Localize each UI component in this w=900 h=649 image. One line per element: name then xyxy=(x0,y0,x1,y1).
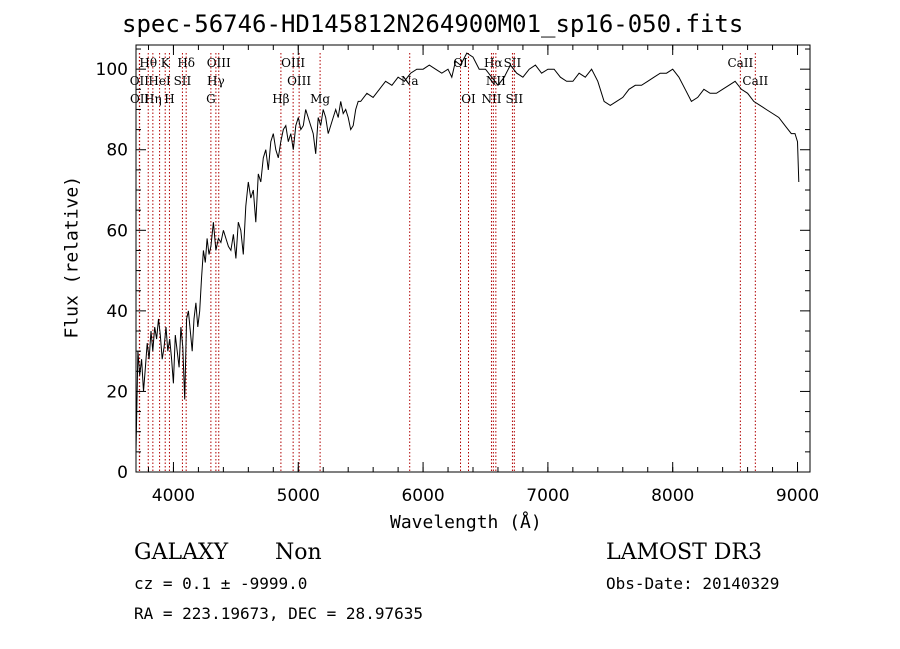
spectral-line-label: OIII xyxy=(287,74,311,88)
y-tick-label: 80 xyxy=(106,141,128,161)
coordinates-readout: RA = 223.19673, DEC = 28.97635 xyxy=(134,604,423,623)
survey-name: LAMOST DR3 xyxy=(606,540,762,565)
y-tick-label: 40 xyxy=(106,302,128,322)
obs-date: Obs-Date: 20140329 xyxy=(606,574,780,593)
spectral-line-label: CaII xyxy=(727,56,753,70)
y-tick-label: 0 xyxy=(117,463,128,483)
x-tick-label: 6000 xyxy=(401,486,444,506)
spectral-line-label: OI xyxy=(461,92,476,106)
x-tick-label: 5000 xyxy=(277,486,320,506)
redshift-readout: cz = 0.1 ± -9999.0 xyxy=(134,574,308,593)
y-tick-label: 60 xyxy=(106,221,128,241)
spectral-line-label: H xyxy=(164,92,174,106)
spectral-line-label: OIII xyxy=(207,56,231,70)
spectral-line-label: Hγ xyxy=(207,74,225,88)
spectral-line-label: Na xyxy=(401,74,419,88)
spectral-line-label: Hθ xyxy=(139,56,157,70)
spectral-line-label: G xyxy=(206,92,216,106)
spectral-line-label: HeI xyxy=(148,74,171,88)
spectral-line-label: SII xyxy=(504,56,522,70)
spectral-line-label: OII xyxy=(130,92,150,106)
spectral-line-label: OI xyxy=(453,56,468,70)
spectral-line-label: Hβ xyxy=(272,92,289,106)
spectral-line-label: NII xyxy=(486,74,506,88)
plot-frame xyxy=(135,44,811,473)
spectral-line-label: SII xyxy=(505,92,523,106)
x-tick-label: 9000 xyxy=(776,486,819,506)
spectral-line-label: Hα xyxy=(484,56,503,70)
spectral-line-label: SII xyxy=(174,74,192,88)
spectral-line-label: K xyxy=(161,56,171,70)
spectral-line-label: CaII xyxy=(742,74,768,88)
spectral-line-label: Hδ xyxy=(177,56,195,70)
spectrum-series-line xyxy=(135,52,800,452)
x-axis-label: Wavelength (Å) xyxy=(390,512,542,533)
x-tick-label: 7000 xyxy=(526,486,569,506)
spectral-line-label: OIII xyxy=(281,56,305,70)
y-tick-label: 20 xyxy=(106,382,128,402)
spectral-line-label: Mg xyxy=(310,92,330,106)
object-subclass: Non xyxy=(275,540,322,565)
x-tick-label: 8000 xyxy=(651,486,694,506)
spectral-line-label: NII xyxy=(481,92,501,106)
y-axis-label: Flux (relative) xyxy=(61,175,83,339)
spectral-line-label: Hη xyxy=(144,92,162,106)
chart-title: spec-56746-HD145812N264900M01_sp16-050.f… xyxy=(122,10,744,38)
y-tick-label: 100 xyxy=(96,60,128,80)
x-tick-label: 4000 xyxy=(152,486,195,506)
object-class: GALAXY xyxy=(134,540,229,565)
